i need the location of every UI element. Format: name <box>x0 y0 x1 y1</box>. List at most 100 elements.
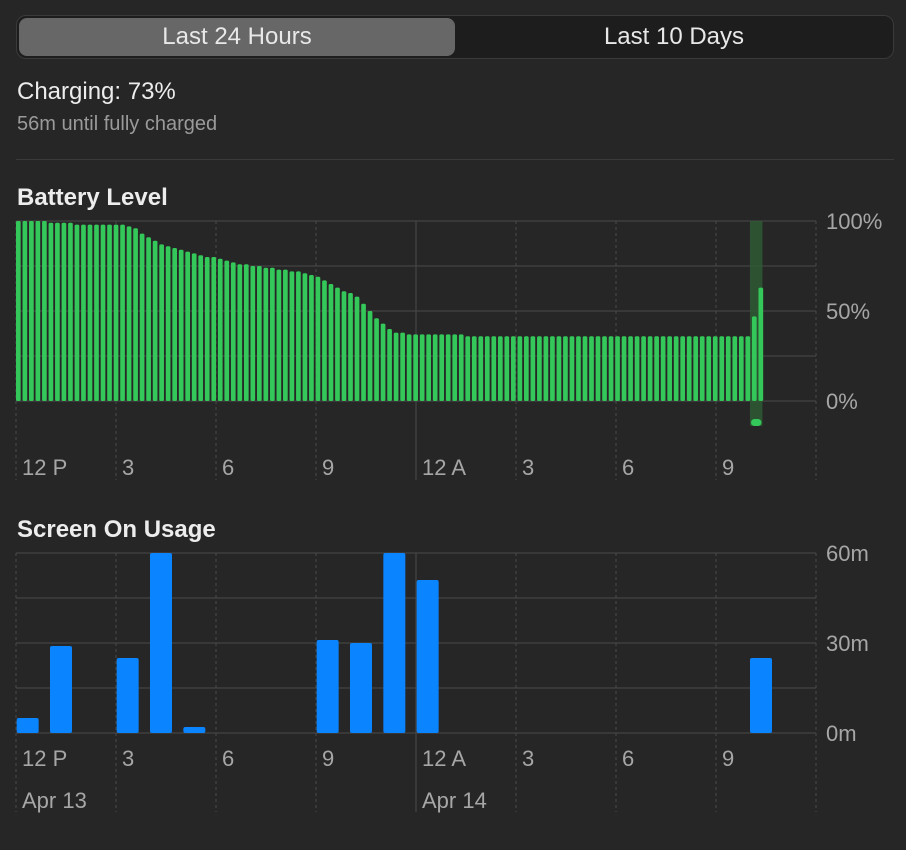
battery-bar <box>263 267 269 401</box>
battery-bar <box>738 336 744 401</box>
battery-bar <box>256 266 262 401</box>
battery-level-chart: 100% 50% 0% 12 P 3 6 9 12 A 3 6 9 <box>15 210 882 480</box>
battery-bar <box>413 334 418 401</box>
battery-bar <box>87 224 93 401</box>
tab-last-24-hours[interactable]: Last 24 Hours <box>19 18 455 56</box>
battery-bar <box>55 222 60 401</box>
tab-last-10-days[interactable]: Last 10 Days <box>603 23 745 50</box>
battery-bar <box>113 224 119 401</box>
usage-bar <box>50 646 72 733</box>
battery-x-tick-label: 3 <box>122 455 134 480</box>
usage-x-tick-label: 6 <box>622 746 634 771</box>
battery-x-tick-label: 12 A <box>422 455 466 480</box>
battery-y-tick-label: 100% <box>826 210 882 234</box>
battery-x-tick-label: 9 <box>722 455 734 480</box>
screen-on-usage-title: Screen On Usage <box>17 516 216 543</box>
battery-bar <box>178 249 184 401</box>
usage-x-tick-label: 3 <box>122 746 134 771</box>
usage-bar <box>183 727 206 733</box>
battery-bar <box>641 336 646 401</box>
battery-bar <box>569 336 575 401</box>
battery-bar <box>465 336 471 401</box>
battery-bar <box>732 336 738 401</box>
charging-status: Charging: 73% <box>17 78 176 105</box>
battery-bar <box>35 221 41 401</box>
battery-bar <box>341 291 347 401</box>
battery-bar <box>471 336 477 401</box>
battery-bar <box>426 334 432 401</box>
battery-level-title: Battery Level <box>17 184 168 211</box>
usage-bar <box>750 658 772 733</box>
battery-bar <box>550 336 555 401</box>
battery-bar <box>589 336 594 401</box>
battery-bar <box>302 273 308 401</box>
battery-bar <box>537 336 542 401</box>
usage-x-tick-label: 6 <box>222 746 234 771</box>
battery-bar <box>634 336 640 401</box>
battery-bar <box>361 303 366 401</box>
battery-bar <box>712 336 718 401</box>
battery-x-tick-label: 3 <box>522 455 534 480</box>
usage-y-tick-label: 30m <box>826 631 869 656</box>
screen-on-usage-chart: 60m 30m 0m 12 P 3 6 9 12 A 3 6 9 Apr 13 Apr 14 <box>15 541 869 813</box>
battery-bar <box>172 248 178 401</box>
battery-bar <box>445 334 451 401</box>
battery-bar <box>211 257 217 401</box>
battery-bar <box>706 336 712 401</box>
battery-bar <box>100 224 106 401</box>
battery-bar <box>328 284 334 401</box>
battery-bar <box>615 336 620 401</box>
battery-bar <box>380 323 386 401</box>
battery-bar <box>322 280 327 401</box>
battery-bar <box>543 336 549 401</box>
battery-bar <box>576 336 581 401</box>
battery-bar <box>139 233 145 401</box>
usage-x-tick-label: 12 P <box>22 746 67 771</box>
battery-bar <box>348 293 353 401</box>
battery-bar <box>699 336 705 401</box>
battery-bar <box>660 336 666 401</box>
battery-bar <box>602 336 607 401</box>
battery-bar <box>133 228 138 401</box>
usage-bar <box>383 553 406 733</box>
battery-bar <box>270 267 275 401</box>
battery-bar <box>530 336 536 401</box>
usage-bar <box>150 553 172 733</box>
battery-bar <box>315 276 321 401</box>
usage-bar <box>350 643 372 733</box>
usage-y-tick-label: 60m <box>826 541 869 566</box>
battery-bar <box>289 271 295 401</box>
battery-x-tick-label: 9 <box>322 455 334 480</box>
battery-bar <box>42 221 47 401</box>
battery-bar <box>309 275 314 401</box>
battery-bar <box>621 336 627 401</box>
battery-bar <box>237 264 243 401</box>
battery-bar <box>647 336 653 401</box>
battery-bar <box>524 336 529 401</box>
battery-bar <box>217 258 223 401</box>
usage-x-tick-label: 9 <box>722 746 734 771</box>
battery-bar <box>667 336 672 401</box>
battery-bar <box>680 336 686 401</box>
battery-bar <box>374 318 379 401</box>
battery-bar <box>185 251 191 401</box>
battery-bar <box>745 336 751 401</box>
battery-bar <box>387 329 392 401</box>
battery-bar <box>458 334 464 401</box>
battery-bar <box>504 336 510 401</box>
battery-bar <box>159 244 164 401</box>
battery-bar <box>556 336 562 401</box>
usage-x-tick-label: 9 <box>322 746 334 771</box>
battery-bar <box>22 221 28 401</box>
battery-y-tick-label: 0% <box>826 389 858 414</box>
battery-bar <box>439 334 445 401</box>
battery-bar <box>81 224 86 401</box>
battery-bar <box>491 336 497 401</box>
battery-bar <box>432 334 438 401</box>
battery-bar <box>719 336 725 401</box>
battery-bar <box>230 262 236 401</box>
battery-bar <box>595 336 601 401</box>
battery-bar <box>152 240 158 401</box>
battery-bar <box>751 316 757 401</box>
time-range-segmented-control: Last 24 Hours Last 10 Days <box>16 15 894 59</box>
